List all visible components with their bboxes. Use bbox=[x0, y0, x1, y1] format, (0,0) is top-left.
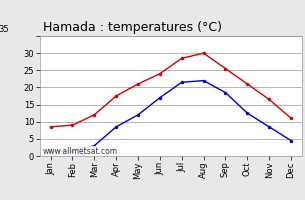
Text: 35: 35 bbox=[0, 25, 9, 34]
Text: www.allmetsat.com: www.allmetsat.com bbox=[42, 147, 117, 156]
Text: Hamada : temperatures (°C): Hamada : temperatures (°C) bbox=[43, 21, 222, 34]
